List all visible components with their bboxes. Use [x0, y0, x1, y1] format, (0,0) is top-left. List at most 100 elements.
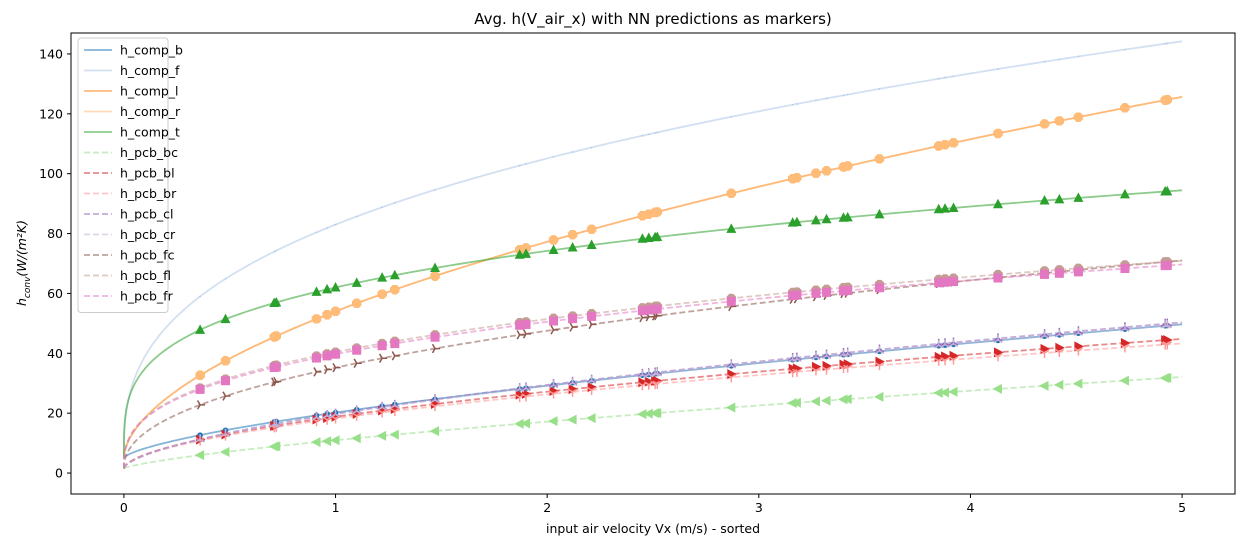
marker-h_pcb_bc-33: [1053, 379, 1064, 390]
series-markers-h_pcb_br: [195, 341, 1172, 446]
marker-h_comp_f-16: [641, 134, 644, 137]
series-line-h_comp_f: [123, 40, 1183, 459]
marker-h_pcb_fc-6: [332, 362, 341, 373]
marker-h_comp_r-6: [330, 306, 341, 317]
y-tick-label: 0: [55, 466, 63, 481]
marker-h_comp_t-0: [195, 324, 206, 334]
marker-h_comp_f-9: [394, 202, 396, 204]
series-line-h_pcb_bl: [123, 338, 1183, 469]
marker-h_comp_f-18: [654, 132, 656, 134]
y-tick-label: 20: [47, 406, 63, 421]
marker-h_pcb_br-34: [1073, 347, 1084, 356]
marker-h_comp_r-24: [821, 166, 832, 176]
marker-h_comp_t-23: [810, 214, 821, 225]
marker-h_comp_r-7: [352, 298, 362, 308]
series-markers-h_comp_f: [199, 42, 1169, 298]
marker-h_pcb_bc-31: [992, 383, 1002, 394]
marker-h_pcb_fr-31: [993, 273, 1003, 283]
marker-h_comp_f-35: [1124, 48, 1126, 51]
marker-h_pcb_bc-29: [939, 387, 950, 398]
marker-h_pcb_bc-1: [219, 447, 230, 458]
marker-h_pcb_bc-13: [548, 416, 558, 427]
marker-h_pcb_fr-34: [1073, 267, 1083, 277]
marker-h_pcb_fr-13: [549, 316, 559, 326]
marker-h_pcb_bc-34: [1072, 378, 1083, 389]
series-markers-h_comp_b: [197, 322, 1171, 438]
marker-h_pcb_bc-23: [810, 396, 820, 407]
marker-h_pcb_fr-6: [331, 349, 341, 359]
marker-h_comp_r-32: [1039, 119, 1050, 129]
legend-label-h_pcb_fl: h_pcb_fl: [120, 268, 171, 283]
legend-label-h_comp_b: h_comp_b: [120, 43, 183, 58]
marker-h_comp_r-27: [874, 154, 885, 164]
marker-h_pcb_bc-14: [567, 414, 577, 425]
x-tick-label: 5: [1178, 500, 1186, 515]
marker-h_comp_r-19: [652, 207, 662, 217]
marker-h_pcb_br-19: [652, 380, 662, 389]
marker-h_pcb_fc-9: [391, 351, 400, 361]
marker-h_comp_r-34: [1073, 112, 1084, 122]
y-tick-label: 100: [39, 166, 63, 181]
marker-h_pcb_bc-9: [389, 429, 399, 440]
marker-h_pcb_fr-17: [644, 305, 654, 315]
marker-h_comp_t-6: [330, 281, 341, 292]
marker-h_pcb_bc-8: [376, 430, 387, 441]
series-markers-h_pcb_bc: [194, 372, 1172, 461]
marker-h_pcb_bl-37: [1163, 334, 1173, 345]
marker-h_pcb_fr-30: [949, 277, 959, 287]
marker-h_comp_f-24: [825, 97, 828, 100]
marker-h_pcb_cr-23: [811, 351, 821, 361]
series-markers-h_pcb_fc: [196, 257, 1173, 410]
series-markers-h_comp_t: [195, 185, 1173, 334]
y-tick-label: 120: [39, 106, 63, 121]
marker-h_pcb_fr-10: [430, 332, 440, 342]
legend-label-h_comp_f: h_comp_f: [120, 63, 180, 78]
series-markers-h_comp_r: [195, 95, 1172, 380]
marker-h_comp_t-1: [220, 313, 231, 324]
marker-h_comp_t-12: [521, 248, 532, 258]
marker-h_pcb_br-29: [940, 357, 950, 366]
marker-h_pcb_cr-33: [1054, 329, 1065, 338]
marker-h_pcb_fc-3: [273, 376, 282, 387]
marker-h_pcb_br-24: [821, 366, 832, 375]
marker-h_pcb_fr-26: [843, 286, 853, 296]
marker-h_comp_t-34: [1073, 192, 1084, 202]
marker-h_pcb_cr-20: [726, 360, 737, 369]
marker-h_pcb_cr-22: [792, 353, 802, 362]
marker-h_pcb_cr-30: [948, 338, 959, 348]
marker-h_pcb_cr-31: [993, 334, 1003, 343]
marker-h_comp_r-9: [390, 285, 400, 295]
marker-h_comp_t-26: [842, 211, 853, 222]
marker-h_comp_f-27: [878, 88, 881, 90]
marker-h_comp_f-26: [846, 93, 849, 96]
marker-h_pcb_bc-22: [791, 397, 801, 408]
marker-h_pcb_bc-24: [821, 395, 831, 406]
marker-h_comp_t-24: [821, 213, 832, 224]
marker-h_comp_r-8: [377, 289, 387, 299]
legend-label-h_pcb_fc: h_pcb_fc: [120, 248, 175, 263]
series-line-h_pcb_br: [123, 342, 1183, 469]
marker-h_pcb_bc-6: [330, 435, 340, 446]
marker-h_comp_f-28: [937, 77, 940, 80]
marker-h_pcb_bc-27: [873, 391, 884, 402]
legend-label-h_pcb_cr: h_pcb_cr: [120, 227, 176, 242]
marker-h_pcb_bc-12: [520, 418, 531, 429]
marker-h_comp_f-25: [842, 94, 845, 97]
marker-h_comp_t-35: [1119, 188, 1130, 199]
marker-h_comp_f-13: [552, 155, 555, 158]
marker-h_comp_t-33: [1054, 193, 1065, 204]
legend-label-h_pcb_br: h_pcb_br: [120, 186, 177, 201]
y-axis-label-sub: conv: [23, 276, 33, 298]
marker-h_pcb_fr-11: [515, 320, 525, 330]
marker-h_pcb_bc-30: [948, 386, 958, 397]
marker-h_pcb_fr-19: [652, 304, 662, 314]
marker-h_pcb_bc-17: [643, 408, 653, 419]
marker-h_pcb_cr-15: [586, 375, 597, 384]
y-tick-label: 60: [47, 286, 63, 301]
marker-h_pcb_bc-4: [310, 437, 321, 448]
series-line-h_pcb_bc: [123, 376, 1183, 470]
marker-h_pcb_br-12: [521, 393, 531, 402]
marker-h_pcb_bc-26: [842, 394, 852, 405]
marker-h_comp_t-37: [1162, 185, 1173, 196]
marker-h_comp_f-0: [199, 295, 201, 298]
